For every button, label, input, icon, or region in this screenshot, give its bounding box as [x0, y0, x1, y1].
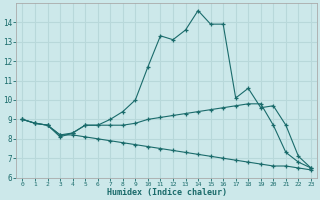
- X-axis label: Humidex (Indice chaleur): Humidex (Indice chaleur): [107, 188, 227, 197]
